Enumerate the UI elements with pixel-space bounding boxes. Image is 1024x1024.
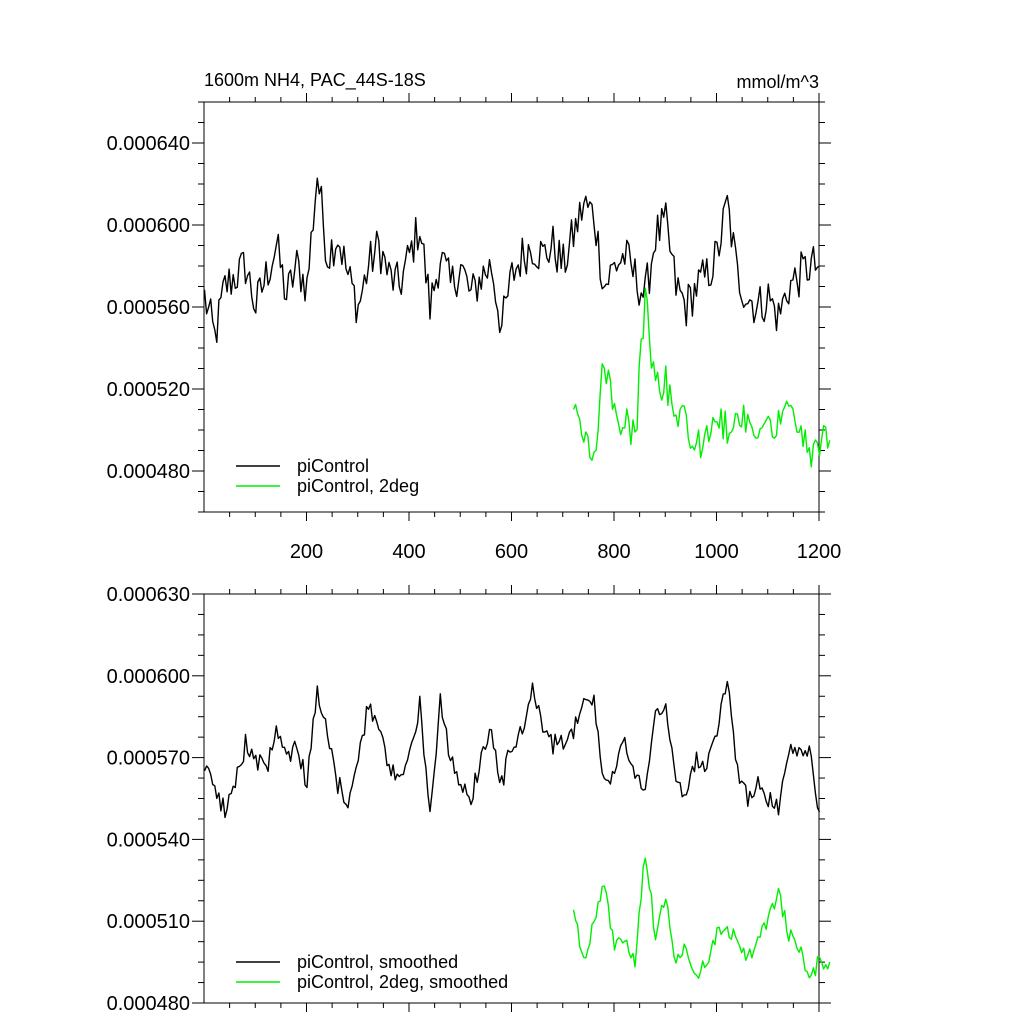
chart-title: 1600m NH4, PAC_44S-18S — [204, 70, 426, 91]
x-tick-label: 1200 — [797, 541, 842, 563]
y-tick-label: 0.000480 — [107, 993, 190, 1015]
y-tick-label: 0.000630 — [107, 584, 190, 606]
series-line-picontrol-2deg — [572, 287, 831, 468]
y-tick-label: 0.000570 — [107, 748, 190, 770]
x-tick-label: 800 — [597, 541, 630, 563]
y-tick-label: 0.000480 — [107, 461, 190, 483]
bottom-panel: 0.000480 0.000510 0.000540 0.000570 0.000600… — [107, 584, 831, 1015]
series-line-picontrol — [203, 177, 820, 343]
plot-frame — [203, 593, 820, 1004]
y-tick-label: 0.000560 — [107, 297, 190, 319]
y-tick-label: 0.000600 — [107, 666, 190, 688]
y-tick-label: 0.000540 — [107, 829, 190, 851]
x-tick-label: 400 — [392, 541, 425, 563]
legend-label: piControl, 2deg, smoothed — [297, 972, 508, 992]
x-tick-label: 200 — [290, 541, 323, 563]
units-label: mmol/m^3 — [737, 72, 819, 92]
series-line-picontrol — [203, 680, 821, 819]
y-tick-label: 0.000510 — [107, 911, 190, 933]
x-tick-label: 600 — [495, 541, 528, 563]
x-tick-label: 1000 — [694, 541, 739, 563]
legend-label: piControl, smoothed — [297, 952, 458, 972]
plot-frame — [203, 101, 820, 513]
y-tick-label: 0.000640 — [107, 133, 190, 155]
y-tick-label: 0.000600 — [107, 215, 190, 237]
top-panel: 0.000480 0.000520 0.000560 0.000600 0.000640… — [107, 70, 842, 563]
legend-label: piControl, 2deg — [297, 476, 419, 496]
legend-label: piControl — [297, 456, 369, 476]
y-tick-label: 0.000520 — [107, 379, 190, 401]
series-line-picontrol-2deg — [572, 857, 831, 979]
